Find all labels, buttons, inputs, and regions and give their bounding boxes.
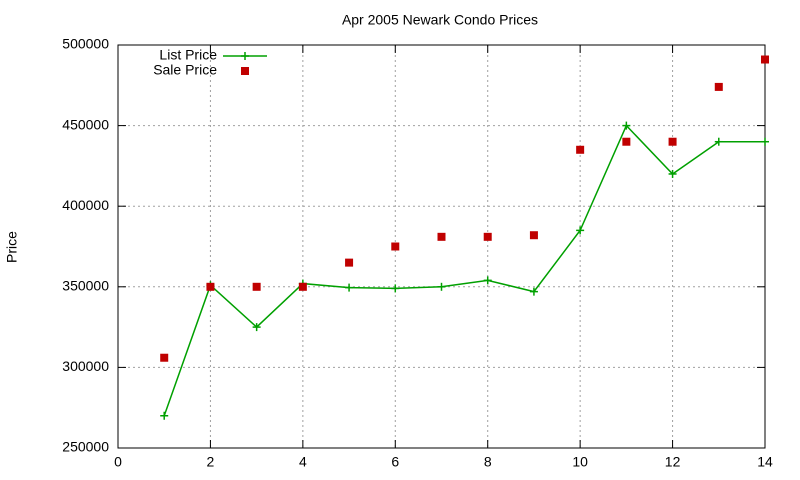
point xyxy=(668,137,677,146)
y-tick-label: 500000 xyxy=(62,36,109,52)
x-tick-label: 14 xyxy=(757,454,773,470)
point xyxy=(668,169,677,178)
y-tick-label: 350000 xyxy=(62,278,109,294)
point xyxy=(391,242,400,251)
point xyxy=(714,137,723,146)
x-tick-label: 6 xyxy=(391,454,399,470)
point xyxy=(483,276,492,285)
point xyxy=(529,287,538,296)
x-tick-label: 4 xyxy=(299,454,307,470)
point xyxy=(622,137,631,146)
x-tick-label: 10 xyxy=(572,454,588,470)
point xyxy=(298,282,307,291)
point xyxy=(437,282,446,291)
point xyxy=(622,121,631,130)
legend-label: Sale Price xyxy=(153,62,217,78)
y-tick-label: 300000 xyxy=(62,358,109,374)
point xyxy=(206,282,215,291)
y-tick-label: 400000 xyxy=(62,197,109,213)
point xyxy=(576,226,585,235)
point xyxy=(761,55,769,64)
legend-swatch xyxy=(241,67,249,75)
chart-title: Apr 2005 Newark Condo Prices xyxy=(342,12,538,28)
point xyxy=(714,82,723,91)
point xyxy=(160,353,169,362)
legend-label: List Price xyxy=(159,47,217,63)
point xyxy=(160,411,169,420)
point xyxy=(345,258,354,267)
series-line xyxy=(163,124,765,417)
point xyxy=(345,283,354,292)
plot-frame xyxy=(117,44,766,449)
point xyxy=(252,282,261,291)
x-tick-label: 8 xyxy=(484,454,492,470)
legend-swatch xyxy=(241,52,249,60)
x-tick-label: 12 xyxy=(665,454,681,470)
point xyxy=(529,231,538,240)
x-tick-label: 0 xyxy=(114,454,122,470)
point xyxy=(391,284,400,293)
y-tick-label: 250000 xyxy=(62,439,109,455)
point xyxy=(252,323,261,332)
point xyxy=(761,137,769,146)
y-tick-label: 450000 xyxy=(62,116,109,132)
point xyxy=(437,232,446,241)
point xyxy=(576,145,585,154)
x-tick-label: 2 xyxy=(207,454,215,470)
point xyxy=(483,232,492,241)
y-axis-label: Price xyxy=(4,231,20,263)
